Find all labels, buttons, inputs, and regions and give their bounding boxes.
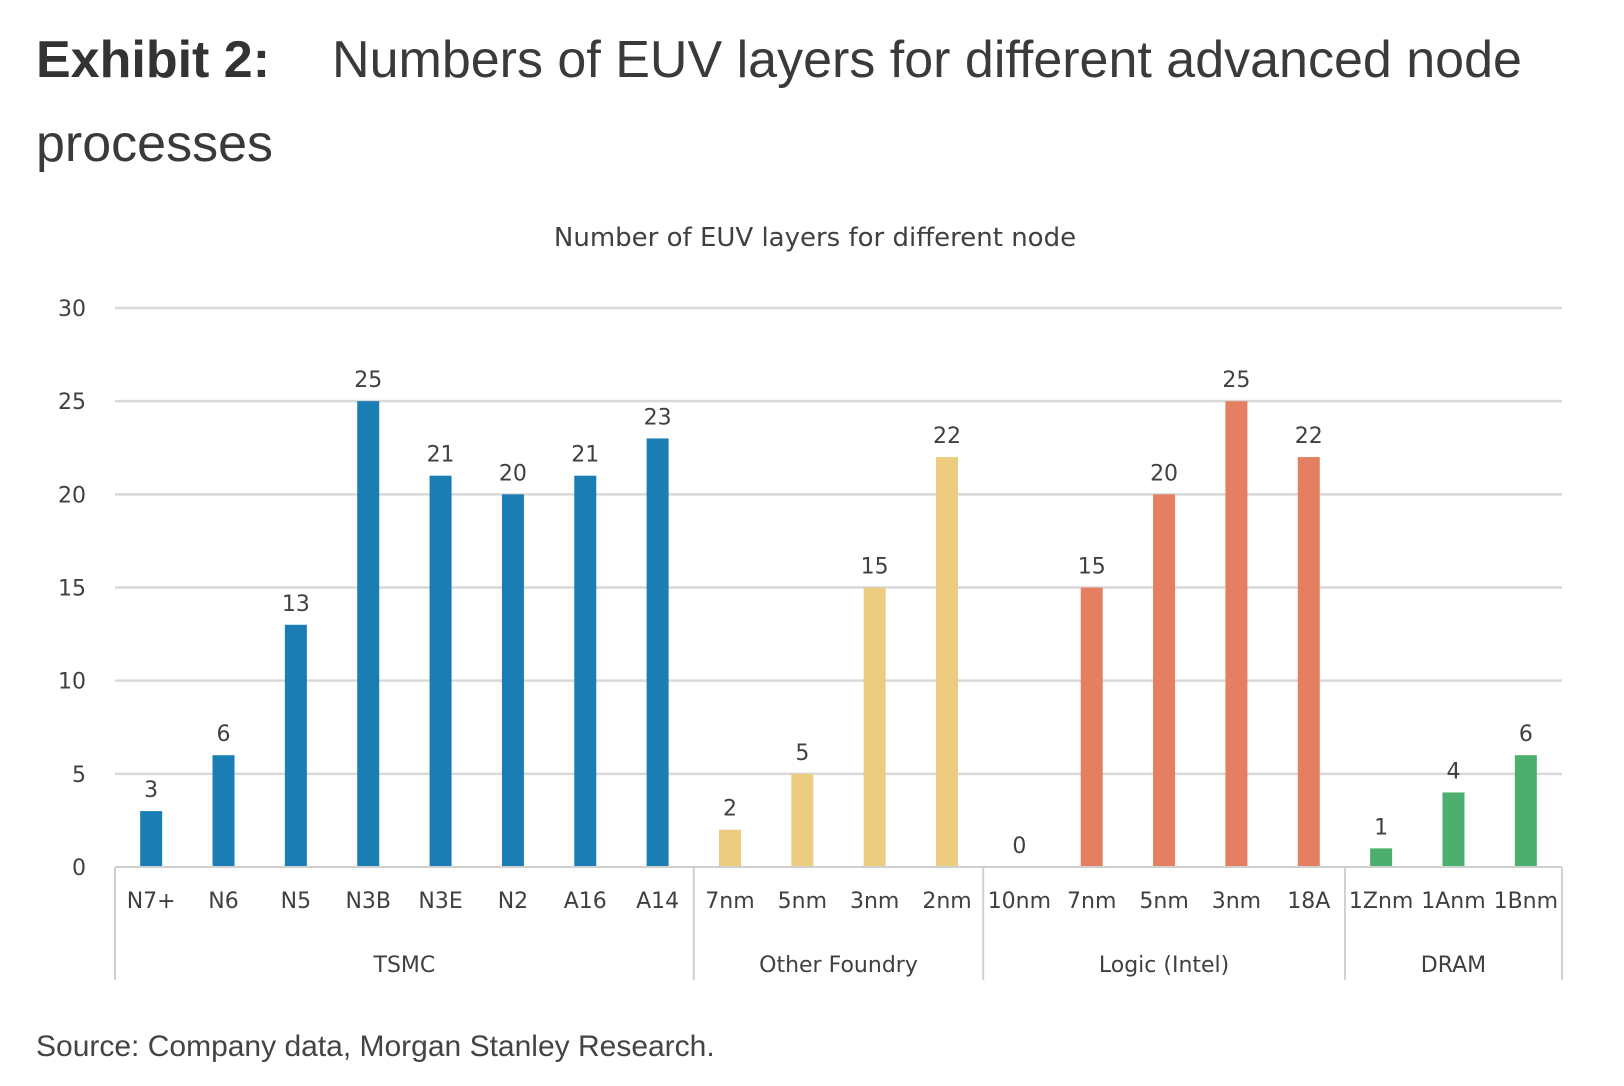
- category-label: N2: [498, 889, 528, 914]
- data-label: 2: [723, 797, 737, 822]
- group-label: DRAM: [1421, 953, 1486, 978]
- bar: [936, 457, 959, 867]
- bar: [284, 624, 307, 867]
- y-tick-label: 25: [58, 390, 86, 415]
- category-label: 1Bnm: [1494, 889, 1558, 914]
- data-label: 4: [1446, 759, 1460, 784]
- chart-container: Number of EUV layers for different node …: [0, 200, 1624, 1000]
- data-label: 21: [427, 443, 455, 468]
- data-label: 20: [1150, 461, 1178, 486]
- bar: [1080, 587, 1103, 867]
- data-label: 6: [1519, 722, 1533, 747]
- exhibit-title-text: Numbers of EUV layers for different adva…: [36, 31, 1522, 173]
- data-label: 0: [1012, 834, 1026, 859]
- category-label: 1Znm: [1349, 889, 1413, 914]
- y-tick-label: 20: [58, 483, 86, 508]
- data-label: 6: [217, 722, 231, 747]
- group-label: TSMC: [373, 953, 436, 978]
- bar: [646, 438, 669, 867]
- category-label: N7+: [127, 889, 176, 914]
- bar: [1514, 755, 1537, 867]
- data-label: 22: [933, 424, 961, 449]
- category-label: 18A: [1287, 889, 1330, 914]
- category-label: 2nm: [922, 889, 971, 914]
- gridlines: [115, 306, 1562, 776]
- data-label: 20: [499, 461, 527, 486]
- bar: [1370, 848, 1393, 867]
- category-label: 1Anm: [1421, 889, 1485, 914]
- bar: [863, 587, 886, 867]
- category-label: 3nm: [850, 889, 899, 914]
- bars: [140, 401, 1537, 867]
- x-axis: N7+ N6 N5 N3B N3E N2 A16 A14 TSMC 7nm 5nm 3nm 2nm Oth…: [114, 866, 1563, 980]
- group-label: Logic (Intel): [1099, 953, 1229, 978]
- category-label: N5: [281, 889, 311, 914]
- bar: [212, 755, 235, 867]
- bar: [791, 773, 814, 867]
- category-label: 5nm: [778, 889, 827, 914]
- category-label: A14: [636, 889, 679, 914]
- y-tick-label: 0: [72, 856, 86, 881]
- bar-chart: Number of EUV layers for different node …: [58, 223, 1563, 980]
- category-label: N6: [208, 889, 238, 914]
- category-label: 7nm: [1067, 889, 1116, 914]
- bar: [1297, 457, 1320, 867]
- data-label: 21: [571, 443, 599, 468]
- bar: [718, 829, 741, 867]
- category-label: N3E: [418, 889, 462, 914]
- category-label: 5nm: [1139, 889, 1188, 914]
- bar: [1225, 401, 1248, 867]
- y-tick-label: 5: [72, 763, 86, 788]
- category-label: 10nm: [988, 889, 1051, 914]
- y-tick-label: 30: [58, 297, 86, 322]
- y-tick-label: 15: [58, 577, 86, 602]
- bar: [140, 811, 163, 867]
- source-note: Source: Company data, Morgan Stanley Res…: [36, 1030, 715, 1063]
- bar: [357, 401, 380, 867]
- data-label: 15: [1078, 555, 1106, 580]
- exhibit-title: Exhibit 2: Numbers of EUV layers for diff…: [36, 18, 1596, 186]
- category-label: N3B: [345, 889, 391, 914]
- category-label: 3nm: [1212, 889, 1261, 914]
- y-axis-ticks: 0 5 10 15 20 25 30: [58, 297, 86, 881]
- data-label: 23: [644, 405, 672, 430]
- bar: [501, 494, 524, 867]
- bar: [429, 475, 452, 867]
- data-label: 3: [144, 778, 158, 803]
- data-label: 25: [354, 368, 382, 393]
- bar: [1442, 792, 1465, 867]
- chart-title: Number of EUV layers for different node: [554, 223, 1076, 253]
- data-label: 13: [282, 592, 310, 617]
- data-label: 5: [795, 741, 809, 766]
- data-label: 25: [1222, 368, 1250, 393]
- group-label: Other Foundry: [759, 953, 918, 978]
- exhibit-label: Exhibit 2:: [36, 31, 271, 89]
- category-label: A16: [564, 889, 607, 914]
- data-label: 15: [861, 555, 889, 580]
- data-label: 22: [1295, 424, 1323, 449]
- data-label: 1: [1374, 815, 1388, 840]
- bar: [574, 475, 597, 867]
- category-label: 7nm: [705, 889, 754, 914]
- bar: [1153, 494, 1176, 867]
- y-tick-label: 10: [58, 670, 86, 695]
